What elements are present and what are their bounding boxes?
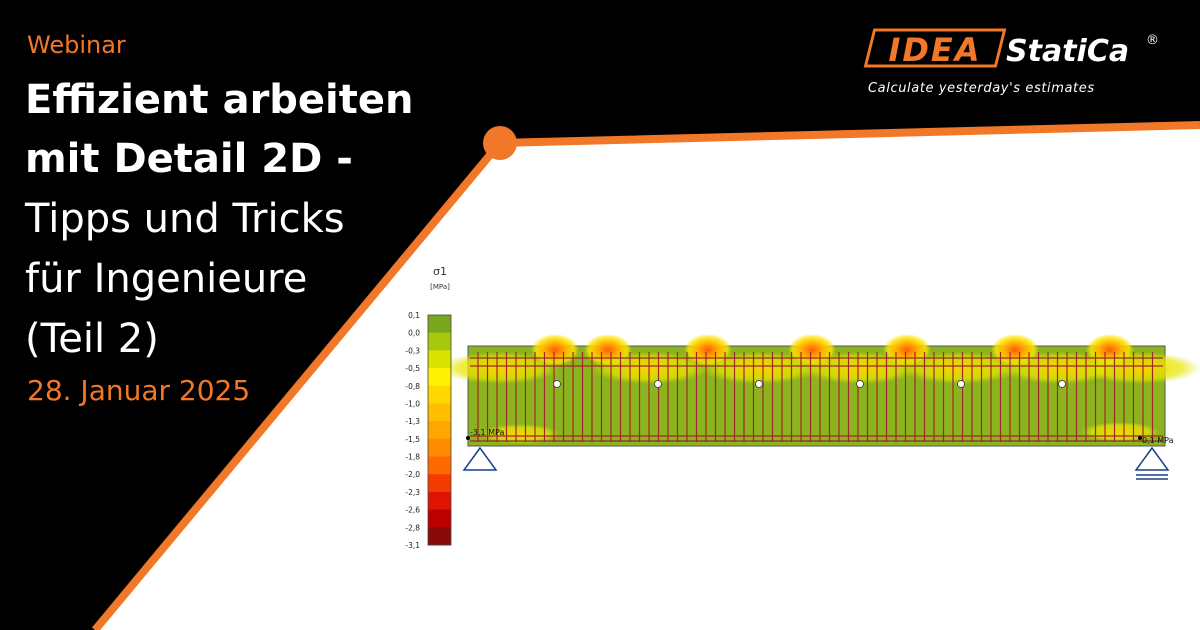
legend-cell bbox=[428, 385, 451, 404]
reinforcement bbox=[470, 352, 1163, 442]
date: 28. Januar 2025 bbox=[27, 374, 250, 407]
legend-unit: [MPa] bbox=[430, 283, 450, 291]
legend-frame bbox=[427, 314, 452, 546]
logo: IDEA StatiCa ® Calculate yesterday's est… bbox=[863, 28, 1159, 96]
opening bbox=[755, 380, 763, 388]
legend-label: -2,8 bbox=[405, 523, 420, 532]
legend-cell bbox=[428, 527, 451, 546]
legend-label: 0,0 bbox=[408, 329, 420, 338]
warm-zone bbox=[590, 352, 710, 384]
legend-cell bbox=[428, 456, 451, 475]
accent-dot bbox=[483, 126, 517, 160]
beam-label: -3,1 MPa bbox=[470, 428, 505, 437]
legend-cell bbox=[428, 509, 451, 528]
logo-name: StatiCa bbox=[1006, 34, 1129, 69]
support bbox=[462, 446, 498, 471]
legend-label: -1,8 bbox=[405, 453, 420, 462]
logo-tagline: Calculate yesterday's estimates bbox=[868, 81, 1095, 96]
legend-title: σ1 bbox=[433, 265, 447, 278]
warm-zone bbox=[440, 352, 560, 384]
legend-label: -0,3 bbox=[405, 346, 420, 355]
legend-cell bbox=[428, 421, 451, 440]
legend-cell bbox=[428, 350, 451, 369]
legend-label: -1,5 bbox=[405, 435, 420, 444]
warm-zone bbox=[900, 352, 1020, 384]
opening bbox=[654, 380, 662, 388]
legend-label: -0,5 bbox=[405, 364, 420, 373]
legend-label: -1,0 bbox=[405, 399, 420, 408]
subtitle-line: für Ingenieure bbox=[25, 256, 307, 302]
legend-cell bbox=[428, 438, 451, 458]
legend-label: -1,3 bbox=[405, 417, 420, 426]
beam-label: 0,1 MPa bbox=[1142, 436, 1174, 445]
warm-zone bbox=[1080, 352, 1200, 384]
legend-cell bbox=[428, 368, 451, 387]
title-line: mit Detail 2D - bbox=[25, 136, 353, 182]
legend-label: -2,6 bbox=[405, 506, 420, 515]
legend-label: -0,8 bbox=[405, 382, 420, 391]
warm-zone bbox=[700, 352, 820, 384]
warm-zone bbox=[480, 424, 560, 444]
title-line: Effizient arbeiten bbox=[25, 77, 414, 123]
support-node bbox=[466, 436, 470, 440]
logo-box bbox=[863, 28, 1007, 68]
opening bbox=[957, 380, 965, 388]
legend-cell bbox=[428, 315, 451, 334]
support-node bbox=[1138, 436, 1142, 440]
logo-registered: ® bbox=[1146, 33, 1159, 48]
legend-label: -2,0 bbox=[405, 470, 420, 479]
opening bbox=[1058, 380, 1066, 388]
stress-figure: σ1 [MPa] 0,1 0,0 -0,3 -0,5 -0,8 -1,0 -1,3 -1,5 -… bbox=[405, 265, 1200, 550]
legend-cell bbox=[428, 403, 451, 422]
logo-mark: IDEA bbox=[888, 31, 981, 69]
legend-label: -3,1 bbox=[405, 541, 420, 550]
kicker: Webinar bbox=[27, 31, 126, 59]
legend-cell bbox=[428, 332, 451, 351]
legend-label: -2,3 bbox=[405, 488, 420, 497]
subtitle-line: Tipps und Tricks bbox=[24, 196, 345, 242]
subtitle-line: (Teil 2) bbox=[25, 316, 159, 362]
support bbox=[1134, 446, 1170, 471]
opening bbox=[856, 380, 864, 388]
legend-cell bbox=[428, 491, 451, 511]
legend-label: 0,1 bbox=[408, 311, 420, 320]
legend-cell bbox=[428, 474, 451, 493]
opening bbox=[553, 380, 561, 388]
